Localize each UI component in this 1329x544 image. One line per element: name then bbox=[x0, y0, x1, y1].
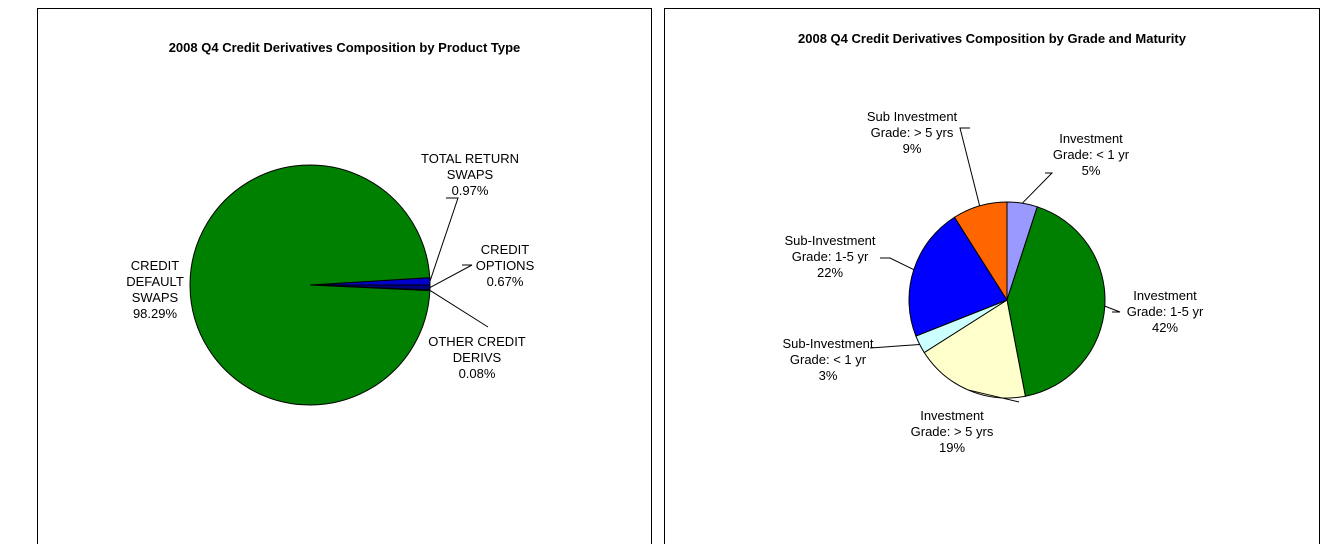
category-label: CREDIT OPTIONS bbox=[475, 242, 535, 273]
value-label: 42% bbox=[1151, 320, 1179, 335]
leader-line bbox=[429, 289, 489, 328]
chart-panel: 2008 Q4 Credit Derivatives Composition b… bbox=[664, 8, 1320, 544]
value-label: 19% bbox=[938, 440, 966, 455]
leader-line bbox=[967, 389, 1020, 403]
chart-panel: 2008 Q4 Credit Derivatives Composition b… bbox=[37, 8, 652, 544]
category-label: Sub Investment Grade: > 5 yrs bbox=[866, 109, 958, 140]
category-label: CREDIT DEFAULT SWAPS bbox=[126, 258, 184, 305]
leader-line bbox=[959, 127, 981, 207]
value-label: 22% bbox=[816, 265, 844, 280]
data-label: Sub-Investment Grade: 1-5 yr 22% bbox=[770, 233, 890, 281]
value-label: 9% bbox=[902, 141, 922, 156]
value-label: 0.08% bbox=[458, 366, 496, 381]
pie-slice bbox=[953, 201, 1008, 302]
chart-title: 2008 Q4 Credit Derivatives Composition b… bbox=[798, 31, 1186, 46]
leader-line bbox=[880, 257, 915, 271]
value-label: 0.67% bbox=[486, 274, 524, 289]
category-label: Investment Grade: 1-5 yr bbox=[1126, 288, 1204, 319]
pie-slice bbox=[189, 164, 431, 406]
data-label: TOTAL RETURN SWAPS 0.97% bbox=[415, 151, 525, 199]
value-label: 98.29% bbox=[132, 306, 178, 321]
data-label: OTHER CREDIT DERIVS 0.08% bbox=[417, 334, 537, 382]
leader-line bbox=[429, 264, 473, 288]
value-label: 5% bbox=[1081, 163, 1101, 178]
category-label: Sub-Investment Grade: < 1 yr bbox=[782, 336, 874, 367]
data-label: CREDIT DEFAULT SWAPS 98.29% bbox=[115, 258, 195, 322]
data-label: Investment Grade: > 5 yrs 19% bbox=[902, 408, 1002, 456]
category-label: OTHER CREDIT DERIVS bbox=[428, 334, 526, 365]
leader-line bbox=[1021, 172, 1054, 204]
category-label: TOTAL RETURN SWAPS bbox=[421, 151, 519, 182]
data-label: Investment Grade: 1-5 yr 42% bbox=[1120, 288, 1210, 336]
pie-slice bbox=[1006, 206, 1106, 397]
value-label: 3% bbox=[818, 368, 838, 383]
leader-line bbox=[869, 343, 920, 349]
data-label: Sub-Investment Grade: < 1 yr 3% bbox=[773, 336, 883, 384]
category-label: Investment Grade: < 1 yr bbox=[1052, 131, 1130, 162]
category-label: Sub-Investment Grade: 1-5 yr bbox=[784, 233, 876, 264]
pie-slice bbox=[908, 216, 1008, 337]
value-label: 0.97% bbox=[451, 183, 489, 198]
category-label: Investment Grade: > 5 yrs bbox=[910, 408, 994, 439]
data-label: Investment Grade: < 1 yr 5% bbox=[1046, 131, 1136, 179]
chart-title: 2008 Q4 Credit Derivatives Composition b… bbox=[168, 40, 521, 55]
leader-line bbox=[1104, 305, 1121, 313]
data-label: CREDIT OPTIONS 0.67% bbox=[465, 242, 545, 290]
data-label: Sub Investment Grade: > 5 yrs 9% bbox=[852, 109, 972, 157]
leader-line bbox=[429, 197, 459, 282]
